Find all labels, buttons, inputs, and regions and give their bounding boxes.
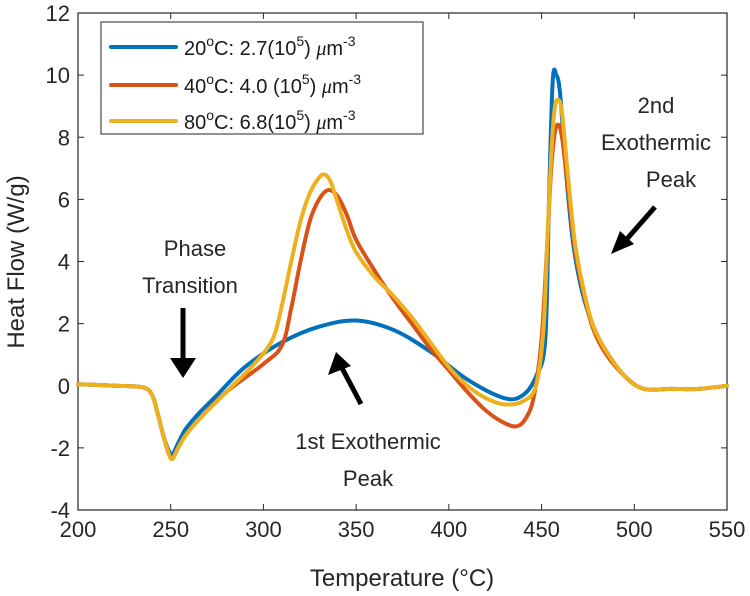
y-tick-label: 8 (58, 125, 70, 150)
legend-label-40c: 40oC: 4.0 (105) μm-3 (184, 71, 361, 98)
y-tick-label: 6 (58, 187, 70, 212)
arrow-down-icon (170, 308, 196, 378)
annotation-exo2-line-1: 2nd (638, 93, 675, 118)
legend-entry-20c: 20oC: 2.7(105) μm-3 (109, 33, 356, 60)
x-tick-label: 500 (616, 517, 653, 542)
legend: 20oC: 2.7(105) μm-3 40oC: 4.0 (105) μm-3… (100, 21, 424, 135)
legend-box (100, 21, 424, 135)
y-axis-title: Heat Flow (W/g) (3, 175, 30, 348)
x-tick-label: 200 (60, 517, 97, 542)
annotation-first-exothermic-peak: 1st Exothermic Peak (295, 352, 441, 491)
series-layer (76, 67, 729, 462)
ticks-layer: 200 250 300 350 400 450 500 550 -4 -2 0 2 4 6 8 10 12 (46, 1, 746, 542)
x-axis-title: Temperature (°C) (310, 565, 494, 592)
legend-label-20c: 20oC: 2.7(105) μm-3 (184, 33, 356, 60)
annotation-exo2-line-2: Exothermic (601, 130, 711, 155)
x-tick-label: 450 (523, 517, 560, 542)
y-tick-label: 10 (46, 63, 70, 88)
series-line-2 (76, 97, 729, 462)
x-tick-label: 300 (245, 517, 282, 542)
annotation-phase-line-2: Transition (142, 273, 238, 298)
x-tick-label: 400 (430, 517, 467, 542)
legend-entry-80c: 80oC: 6.8(105) μm-3 (109, 107, 356, 134)
annotation-phase-transition: Phase Transition (142, 236, 238, 378)
x-tick-label: 550 (709, 517, 746, 542)
arrow-down-left-icon (611, 205, 657, 254)
legend-label-80c: 80oC: 6.8(105) μm-3 (184, 107, 356, 134)
legend-entry-40c: 40oC: 4.0 (105) μm-3 (109, 71, 361, 98)
annotation-exo1-line-1: 1st Exothermic (295, 429, 441, 454)
y-tick-label: -2 (50, 436, 70, 461)
x-tick-label: 350 (338, 517, 375, 542)
annotation-phase-line-1: Phase (164, 236, 226, 261)
annotation-second-exothermic-peak: 2nd Exothermic Peak (601, 93, 711, 254)
y-tick-label: 12 (46, 1, 70, 26)
annotation-exo2-line-3: Peak (646, 167, 697, 192)
arrow-up-left-icon (328, 352, 364, 406)
y-tick-label: 4 (58, 250, 70, 275)
y-tick-label: -4 (50, 498, 70, 523)
y-tick-label: 2 (58, 312, 70, 337)
plot-area: 200 250 300 350 400 450 500 550 -4 -2 0 2 4 6 8 10 12 (46, 1, 746, 542)
annotation-exo1-line-2: Peak (343, 466, 394, 491)
x-tick-label: 250 (152, 517, 189, 542)
y-tick-label: 0 (58, 374, 70, 399)
